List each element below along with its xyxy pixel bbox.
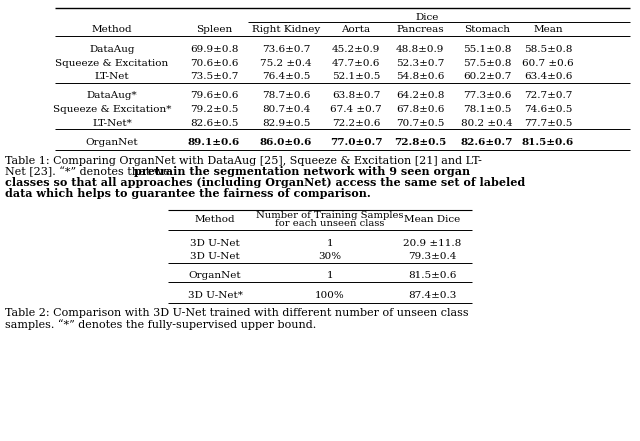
Text: Net [23]. “*” denotes that we: Net [23]. “*” denotes that we: [5, 166, 173, 177]
Text: Mean Dice: Mean Dice: [404, 215, 460, 224]
Text: 80.7±0.4: 80.7±0.4: [262, 105, 310, 114]
Text: Pancreas: Pancreas: [396, 26, 444, 34]
Text: DataAug: DataAug: [89, 45, 135, 54]
Text: 1: 1: [326, 239, 333, 247]
Text: Mean: Mean: [533, 26, 563, 34]
Text: 69.9±0.8: 69.9±0.8: [190, 45, 238, 54]
Text: 78.1±0.5: 78.1±0.5: [463, 105, 511, 114]
Text: 82.9±0.5: 82.9±0.5: [262, 119, 310, 127]
Text: 60.2±0.7: 60.2±0.7: [463, 72, 511, 81]
Text: data which helps to guarantee the fairness of comparison.: data which helps to guarantee the fairne…: [5, 188, 371, 199]
Text: 72.8±0.5: 72.8±0.5: [394, 138, 446, 147]
Text: 70.6±0.6: 70.6±0.6: [190, 59, 238, 67]
Text: 55.1±0.8: 55.1±0.8: [463, 45, 511, 54]
Text: Table 1: Comparing OrganNet with DataAug [25], Squeeze & Excitation [21] and LT-: Table 1: Comparing OrganNet with DataAug…: [5, 156, 482, 165]
Text: Right Kidney: Right Kidney: [252, 26, 320, 34]
Text: 74.6±0.5: 74.6±0.5: [524, 105, 572, 114]
Text: 63.8±0.7: 63.8±0.7: [332, 91, 380, 101]
Text: 70.7±0.5: 70.7±0.5: [396, 119, 444, 127]
Text: OrganNet: OrganNet: [189, 272, 241, 280]
Text: 3D U-Net: 3D U-Net: [190, 252, 240, 261]
Text: 45.2±0.9: 45.2±0.9: [332, 45, 380, 54]
Text: 100%: 100%: [315, 291, 345, 300]
Text: 82.6±0.5: 82.6±0.5: [190, 119, 238, 127]
Text: 80.2 ±0.4: 80.2 ±0.4: [461, 119, 513, 127]
Text: samples. “*” denotes the fully-supervised upper bound.: samples. “*” denotes the fully-supervise…: [5, 319, 316, 330]
Text: 67.8±0.6: 67.8±0.6: [396, 105, 444, 114]
Text: 1: 1: [326, 272, 333, 280]
Text: 47.7±0.6: 47.7±0.6: [332, 59, 380, 67]
Text: 73.5±0.7: 73.5±0.7: [190, 72, 238, 81]
Text: 48.8±0.9: 48.8±0.9: [396, 45, 444, 54]
Text: 60.7 ±0.6: 60.7 ±0.6: [522, 59, 574, 67]
Text: Table 2: Comparison with 3D U-Net trained with different number of unseen class: Table 2: Comparison with 3D U-Net traine…: [5, 309, 468, 318]
Text: 73.6±0.7: 73.6±0.7: [262, 45, 310, 54]
Text: 3D U-Net*: 3D U-Net*: [188, 291, 243, 300]
Text: 77.3±0.6: 77.3±0.6: [463, 91, 511, 101]
Text: Stomach: Stomach: [464, 26, 510, 34]
Text: Aorta: Aorta: [341, 26, 371, 34]
Text: 63.4±0.6: 63.4±0.6: [524, 72, 572, 81]
Text: 75.2 ±0.4: 75.2 ±0.4: [260, 59, 312, 67]
Text: 79.3±0.4: 79.3±0.4: [408, 252, 456, 261]
Text: 79.6±0.6: 79.6±0.6: [190, 91, 238, 101]
Text: Dice: Dice: [415, 12, 438, 22]
Text: 76.4±0.5: 76.4±0.5: [262, 72, 310, 81]
Text: classes so that all approaches (including OrganNet) access the same set of label: classes so that all approaches (includin…: [5, 177, 525, 188]
Text: 86.0±0.6: 86.0±0.6: [260, 138, 312, 147]
Text: Squeeze & Excitation: Squeeze & Excitation: [56, 59, 168, 67]
Text: 64.2±0.8: 64.2±0.8: [396, 91, 444, 101]
Text: 81.5±0.6: 81.5±0.6: [522, 138, 574, 147]
Text: 52.3±0.7: 52.3±0.7: [396, 59, 444, 67]
Text: 79.2±0.5: 79.2±0.5: [190, 105, 238, 114]
Text: 78.7±0.6: 78.7±0.6: [262, 91, 310, 101]
Text: Method: Method: [195, 215, 236, 224]
Text: 67.4 ±0.7: 67.4 ±0.7: [330, 105, 382, 114]
Text: 30%: 30%: [319, 252, 342, 261]
Text: 3D U-Net: 3D U-Net: [190, 239, 240, 247]
Text: LT-Net: LT-Net: [95, 72, 129, 81]
Text: 58.5±0.8: 58.5±0.8: [524, 45, 572, 54]
Text: 54.8±0.6: 54.8±0.6: [396, 72, 444, 81]
Text: Number of Training Samples: Number of Training Samples: [256, 211, 404, 220]
Text: 57.5±0.8: 57.5±0.8: [463, 59, 511, 67]
Text: 77.7±0.5: 77.7±0.5: [524, 119, 572, 127]
Text: Squeeze & Excitation*: Squeeze & Excitation*: [53, 105, 171, 114]
Text: Spleen: Spleen: [196, 26, 232, 34]
Text: for each unseen class: for each unseen class: [275, 219, 385, 228]
Text: 89.1±0.6: 89.1±0.6: [188, 138, 240, 147]
Text: pretrain the segmentation network with 9 seen organ: pretrain the segmentation network with 9…: [134, 166, 470, 177]
Text: 82.6±0.7: 82.6±0.7: [461, 138, 513, 147]
Text: 72.2±0.6: 72.2±0.6: [332, 119, 380, 127]
Text: 87.4±0.3: 87.4±0.3: [408, 291, 456, 300]
Text: DataAug*: DataAug*: [86, 91, 138, 101]
Text: 52.1±0.5: 52.1±0.5: [332, 72, 380, 81]
Text: 20.9 ±11.8: 20.9 ±11.8: [403, 239, 461, 247]
Text: 77.0±0.7: 77.0±0.7: [330, 138, 382, 147]
Text: 72.7±0.7: 72.7±0.7: [524, 91, 572, 101]
Text: Method: Method: [92, 26, 132, 34]
Text: LT-Net*: LT-Net*: [92, 119, 132, 127]
Text: 81.5±0.6: 81.5±0.6: [408, 272, 456, 280]
Text: OrganNet: OrganNet: [86, 138, 138, 147]
